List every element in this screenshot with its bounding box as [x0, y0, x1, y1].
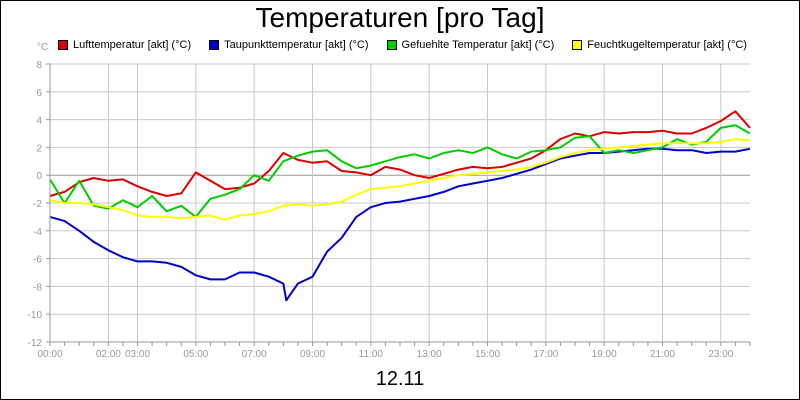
x-tick-label: 07:00: [242, 349, 267, 360]
grid-lines: [49, 63, 750, 343]
y-tick-label: 6: [36, 88, 42, 99]
axes: [49, 64, 750, 343]
x-tick-label: 19:00: [592, 349, 617, 360]
x-axis-ticks: 00:00 02:00 03:00 05:00 07:00 09:00 11:00 13:00…: [37, 342, 751, 360]
series-line-0: [49, 110, 751, 197]
y-tick-label: 2: [36, 143, 42, 154]
x-tick-label: 21:00: [650, 349, 675, 360]
x-tick-label: 02:00: [96, 349, 121, 360]
x-tick-label: 05:00: [183, 349, 208, 360]
x-tick-label: 13:00: [417, 349, 442, 360]
series-lines: [49, 110, 751, 302]
y-tick-label: -2: [33, 199, 42, 210]
legend-entry-gefuehlte-temperatur: Gefuehlte Temperatur [akt] (°C): [386, 38, 555, 52]
y-tick-label: -8: [33, 282, 42, 293]
legend-swatch-gefuehlte-temperatur: [386, 40, 397, 50]
series-line-2: [49, 124, 751, 218]
y-tick-label: 4: [36, 116, 42, 127]
legend-label-gefuehlte-temperatur: Gefuehlte Temperatur [akt] (°C): [401, 39, 555, 51]
x-tick-label: 23:00: [708, 349, 733, 360]
legend-label-taupunkttemperatur: Taupunkttemperatur [akt] (°C): [224, 39, 369, 51]
legend-entry-feuchtkugeltemperatur: Feuchtkugeltemperatur [akt] (°C): [572, 38, 747, 52]
legend-swatch-feuchtkugeltemperatur: [572, 40, 583, 50]
y-tick-label: 8: [36, 60, 42, 71]
x-axis-date-label: 12.11: [375, 368, 425, 390]
legend-entry-taupunkttemperatur: Taupunkttemperatur [akt] (°C): [209, 38, 369, 52]
x-tick-label: 03:00: [125, 349, 150, 360]
y-tick-label: -10: [28, 310, 43, 321]
y-tick-label: 0: [36, 171, 42, 182]
legend-label-feuchtkugeltemperatur: Feuchtkugeltemperatur [akt] (°C): [587, 39, 747, 51]
y-tick-label: -6: [33, 255, 42, 266]
chart-title: Temperaturen [pro Tag]: [255, 2, 545, 33]
x-tick-label: 11:00: [359, 349, 384, 360]
legend-swatch-lufttemperatur: [58, 40, 68, 50]
legend-entry-lufttemperatur: Lufttemperatur [akt] (°C): [58, 38, 191, 52]
y-tick-label: -12: [28, 338, 43, 349]
x-tick-label: 00:00: [37, 349, 62, 360]
series-line-1: [49, 147, 751, 302]
series-line-3: [49, 138, 751, 221]
x-tick-label: 15:00: [475, 349, 500, 360]
y-axis-unit-label: °C: [37, 42, 49, 53]
y-axis-ticks: 8 6 4 2 0 -2 -4 -6 -8 -10 -12: [28, 60, 50, 349]
x-tick-label: 09:00: [300, 349, 325, 360]
chart-legend: Lufttemperatur [akt] (°C) Taupunkttemper…: [58, 38, 765, 52]
legend-label-lufttemperatur: Lufttemperatur [akt] (°C): [73, 39, 192, 51]
y-tick-label: -4: [33, 227, 42, 238]
x-tick-label: 17:00: [533, 349, 558, 360]
legend-swatch-taupunkttemperatur: [209, 40, 220, 50]
